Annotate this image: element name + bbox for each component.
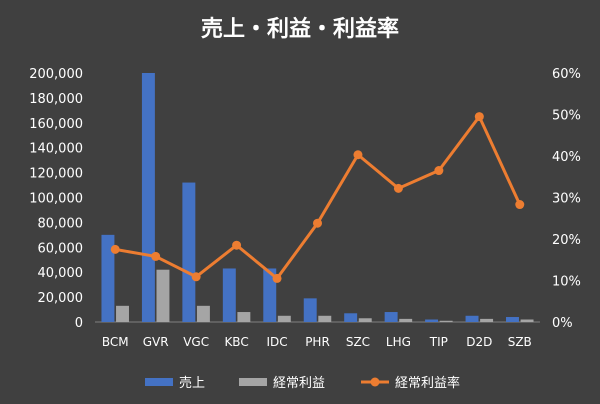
bar-sales bbox=[263, 268, 277, 322]
profit-rate-point bbox=[232, 240, 242, 250]
right-axis-tick-label: 60% bbox=[552, 67, 581, 82]
bar-profit bbox=[399, 318, 413, 322]
x-axis-tick-label: TIP bbox=[429, 335, 448, 349]
left-axis: 0 20,000 40,000 60,000 80,000 100,000 120,000 1… bbox=[29, 67, 83, 331]
left-axis-tick-label: 0 bbox=[75, 316, 83, 331]
legend-marker bbox=[370, 377, 380, 387]
x-axis-tick-label: KBC bbox=[224, 335, 248, 349]
right-axis-tick-label: 40% bbox=[552, 150, 581, 165]
bar-sales bbox=[182, 182, 196, 322]
right-axis-tick-label: 30% bbox=[552, 192, 581, 207]
profit-rate-point bbox=[313, 218, 322, 228]
x-axis: BCM GVR VGC KBC IDC PHR SZC LHG TIP D2D SZB bbox=[95, 321, 540, 349]
right-axis-tick-label: 10% bbox=[552, 275, 581, 290]
legend-label: 売上 bbox=[179, 375, 205, 391]
x-axis-tick-label: LHG bbox=[386, 335, 411, 349]
profit-rate-point bbox=[191, 272, 201, 282]
bar-sales bbox=[141, 73, 155, 322]
right-axis-tick-label: 50% bbox=[552, 109, 581, 124]
legend-label: 経常利益 bbox=[273, 376, 325, 391]
left-axis-tick-label: 180,000 bbox=[29, 92, 83, 107]
profit-rate-point bbox=[393, 183, 403, 193]
right-axis-tick-label: 20% bbox=[552, 233, 581, 248]
x-axis-tick-label: SZC bbox=[346, 335, 370, 349]
bar-sales bbox=[425, 319, 439, 322]
bar-sales bbox=[506, 317, 519, 322]
profit-rate-point bbox=[272, 273, 282, 283]
x-axis-tick-label: PHR bbox=[305, 335, 330, 349]
bar-profit bbox=[480, 318, 494, 322]
bar-sales bbox=[384, 312, 398, 322]
profit-rate-point bbox=[515, 200, 525, 210]
right-axis: 0% 10% 20% 30% 40% 50% 60% bbox=[552, 67, 581, 331]
legend-label: 経常利益率 bbox=[395, 375, 460, 391]
bar-profit bbox=[358, 318, 372, 322]
profit-rate-point bbox=[353, 150, 363, 160]
x-axis-tick-label: SZB bbox=[508, 335, 532, 349]
legend-swatch bbox=[145, 378, 173, 386]
bar-profit bbox=[520, 319, 534, 322]
legend-swatch bbox=[239, 378, 267, 386]
bar-profit bbox=[156, 269, 170, 322]
bar-profit bbox=[196, 305, 210, 322]
bar-sales bbox=[222, 268, 236, 322]
profit-rate-point bbox=[434, 166, 444, 176]
x-axis-tick-label: IDC bbox=[266, 335, 287, 349]
left-axis-tick-label: 160,000 bbox=[29, 117, 83, 132]
bar-sales bbox=[344, 313, 358, 322]
x-axis-tick-label: VGC bbox=[183, 335, 209, 349]
left-axis-tick-label: 100,000 bbox=[29, 192, 83, 207]
chart-title: 売上・利益・利益率 bbox=[201, 16, 399, 42]
bar-profit bbox=[277, 315, 291, 322]
x-axis-tick-label: GVR bbox=[143, 335, 169, 349]
left-axis-tick-label: 20,000 bbox=[38, 291, 84, 306]
bar-profit bbox=[318, 315, 332, 322]
bar-profit bbox=[439, 320, 453, 322]
bar-sales bbox=[465, 315, 479, 322]
bar-sales bbox=[303, 298, 317, 322]
profit-rate-point bbox=[110, 244, 120, 254]
left-axis-tick-label: 60,000 bbox=[38, 241, 84, 256]
bar-profit bbox=[237, 312, 251, 322]
x-axis-tick-label: D2D bbox=[466, 335, 492, 349]
left-axis-tick-label: 140,000 bbox=[29, 142, 83, 157]
left-axis-tick-label: 40,000 bbox=[38, 266, 84, 281]
bar-series-group bbox=[101, 73, 534, 322]
left-axis-tick-label: 120,000 bbox=[29, 167, 83, 182]
left-axis-tick-label: 80,000 bbox=[38, 216, 84, 231]
bar-sales bbox=[101, 234, 115, 322]
profit-rate-point bbox=[151, 251, 161, 261]
legend: 売上 経常利益 経常利益率 bbox=[145, 375, 460, 391]
left-axis-tick-label: 200,000 bbox=[29, 67, 83, 82]
bar-profit bbox=[116, 305, 129, 322]
x-axis-tick-label: BCM bbox=[102, 335, 129, 349]
profit-rate-point bbox=[474, 112, 484, 122]
right-axis-tick-label: 0% bbox=[552, 316, 573, 331]
line-series-group bbox=[110, 112, 525, 283]
